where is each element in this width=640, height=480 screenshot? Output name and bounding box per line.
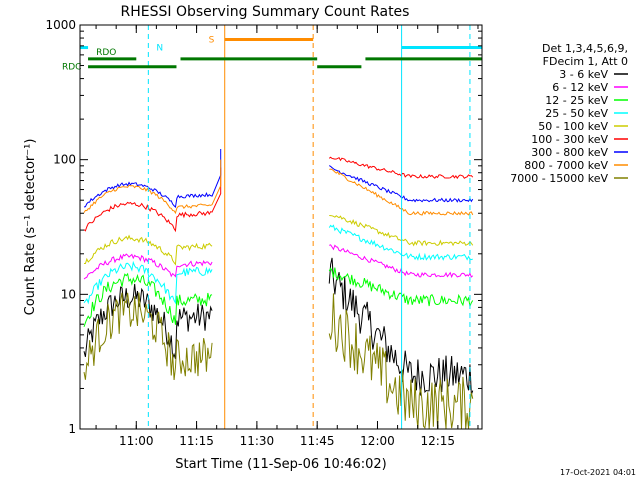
series-line-5-segment-1 — [83, 167, 222, 233]
x-tick-label-3: 11:45 — [300, 434, 335, 448]
legend-label-1: 6 - 12 keV — [552, 81, 608, 94]
flag-label-rdo: RDO — [96, 48, 116, 58]
series-line-7-segment-1 — [83, 159, 222, 215]
series-line-1-segment-2 — [329, 244, 474, 279]
legend-header-line2: FDecim 1, Att 0 — [543, 55, 628, 68]
legend-label-6: 300 - 800 keV — [531, 146, 608, 159]
plot-area: N S RDO RDC — [62, 25, 482, 430]
legend-label-3: 25 - 50 keV — [545, 107, 608, 120]
series-line-3-segment-2 — [328, 224, 473, 261]
legend-label-2: 12 - 25 keV — [545, 94, 608, 107]
x-tick-label-0: 11:00 — [119, 434, 154, 448]
series-line-6-segment-1 — [83, 149, 222, 208]
x-axis-label: Start Time (11-Sep-06 10:46:02) — [175, 457, 386, 472]
flag-label-s: S — [209, 36, 215, 46]
series-line-0-segment-2 — [328, 257, 474, 396]
y-tick-label-2: 100 — [53, 153, 76, 167]
x-tick-label-1: 11:15 — [179, 434, 214, 448]
legend-label-4: 50 - 100 keV — [538, 120, 608, 133]
series-line-4-segment-2 — [329, 214, 474, 247]
y-axis-label: Count Rate (s⁻¹ detector⁻¹) — [23, 139, 38, 316]
series-line-3-segment-1 — [83, 260, 213, 305]
legend-label-7: 800 - 7000 keV — [524, 159, 608, 172]
plot-frame — [79, 24, 483, 430]
x-tick-label-2: 11:30 — [240, 434, 275, 448]
chart-title: RHESSI Observing Summary Count Rates — [121, 4, 410, 20]
legend-label-8: 7000 - 15000 keV — [510, 172, 608, 185]
flag-label-n: N — [156, 44, 163, 54]
legend-label-5: 100 - 300 keV — [531, 133, 608, 146]
series-line-2-segment-2 — [328, 267, 474, 309]
axes: 11:00 11:15 11:30 11:45 12:00 12:15 1 10 100 1000 — [45, 18, 482, 448]
timestamp: 17-Oct-2021 04:01 — [560, 468, 636, 477]
series-line-5-segment-2 — [328, 156, 474, 180]
flag-label-rdc: RDC — [62, 63, 81, 73]
series-line-6-segment-2 — [328, 165, 474, 203]
y-tick-label-1: 10 — [61, 287, 76, 301]
series-line-2-segment-1 — [83, 272, 213, 328]
y-tick-label-0: 1 — [68, 422, 76, 436]
y-tick-label-3: 1000 — [45, 18, 76, 32]
legend-label-0: 3 - 6 keV — [559, 68, 608, 81]
x-tick-label-5: 12:15 — [420, 434, 455, 448]
series-line-7-segment-2 — [329, 168, 474, 216]
legend-header-line1: Det 1,3,4,5,6,9, — [542, 42, 628, 55]
series-line-8-segment-2 — [328, 293, 474, 430]
x-tick-label-4: 12:00 — [360, 434, 395, 448]
series-line-8-segment-1 — [83, 292, 213, 380]
